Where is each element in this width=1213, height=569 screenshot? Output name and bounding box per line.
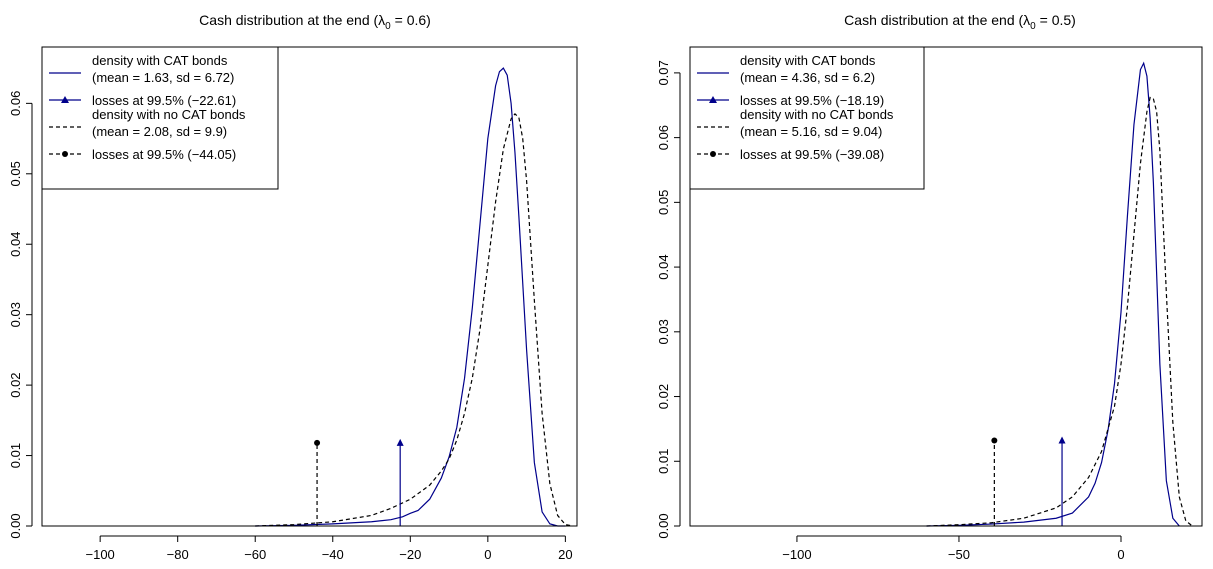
density-line-cat-bonds xyxy=(255,67,566,527)
legend-label-density-cat-stats: (mean = 4.36, sd = 6.2) xyxy=(740,70,875,85)
y-tick-label: 0.06 xyxy=(8,91,23,116)
panel-title: Cash distribution at the end (λ0 = 0.5) xyxy=(844,12,1076,32)
x-tick-label: −20 xyxy=(399,547,421,562)
y-tick-label: 0.02 xyxy=(656,384,671,409)
legend-label-density-cat: density with CAT bonds xyxy=(92,53,228,68)
loss-marker-triangle xyxy=(1058,436,1066,444)
circle-marker-icon xyxy=(62,151,68,157)
legend-label-density-nocat-stats: (mean = 5.16, sd = 9.04) xyxy=(740,124,882,139)
y-tick-label: 0.01 xyxy=(656,449,671,474)
density-line-no-cat-bonds xyxy=(926,96,1193,527)
x-tick-label: 0 xyxy=(1117,547,1124,562)
x-tick-label: −40 xyxy=(322,547,344,562)
y-tick-label: 0.03 xyxy=(656,319,671,344)
triangle-marker-icon xyxy=(61,96,69,103)
x-tick-label: −60 xyxy=(244,547,266,562)
x-tick-label: −100 xyxy=(782,547,811,562)
x-tick-label: 0 xyxy=(484,547,491,562)
legend-box xyxy=(41,46,279,190)
x-tick-label: −100 xyxy=(86,547,115,562)
y-tick-label: 0.06 xyxy=(656,125,671,150)
density-line-cat-bonds xyxy=(926,61,1180,527)
y-tick-label: 0.03 xyxy=(8,302,23,327)
legend-label-density-nocat: density with no CAT bonds xyxy=(740,107,894,122)
panel-title: Cash distribution at the end (λ0 = 0.6) xyxy=(199,12,431,32)
triangle-marker-icon xyxy=(709,96,717,103)
y-tick-label: 0.04 xyxy=(656,254,671,279)
y-tick-label: 0.04 xyxy=(8,232,23,257)
x-tick-label: −50 xyxy=(948,547,970,562)
y-tick-label: 0.02 xyxy=(8,372,23,397)
loss-marker-circle xyxy=(314,439,321,446)
density-panel-lambda-0-5: Cash distribution at the end (λ0 = 0.5) … xyxy=(656,12,1203,562)
legend-label-density-cat: density with CAT bonds xyxy=(740,53,876,68)
legend-label-density-nocat: density with no CAT bonds xyxy=(92,107,246,122)
y-tick-label: 0.07 xyxy=(656,60,671,85)
plot-frame xyxy=(41,46,578,527)
y-tick-label: 0.00 xyxy=(8,513,23,538)
y-tick-label: 0.00 xyxy=(656,513,671,538)
legend: density with CAT bonds (mean = 1.63, sd … xyxy=(41,46,279,190)
x-tick-label: −80 xyxy=(167,547,189,562)
density-line-no-cat-bonds xyxy=(255,113,574,527)
legend-label-losses-nocat: losses at 99.5% (−44.05) xyxy=(92,147,236,162)
legend-label-losses-nocat: losses at 99.5% (−39.08) xyxy=(740,147,884,162)
legend-label-losses-cat: losses at 99.5% (−22.61) xyxy=(92,93,236,108)
y-tick-label: 0.05 xyxy=(656,190,671,215)
circle-marker-icon xyxy=(710,151,716,157)
legend-label-losses-cat: losses at 99.5% (−18.19) xyxy=(740,93,884,108)
legend-label-density-nocat-stats: (mean = 2.08, sd = 9.9) xyxy=(92,124,227,139)
legend-box xyxy=(689,46,925,190)
loss-marker-triangle xyxy=(396,438,404,446)
legend: density with CAT bonds (mean = 4.36, sd … xyxy=(689,46,925,190)
loss-marker-circle xyxy=(991,437,998,444)
x-tick-label: 20 xyxy=(558,547,572,562)
legend-label-density-cat-stats: (mean = 1.63, sd = 6.72) xyxy=(92,70,234,85)
y-tick-label: 0.01 xyxy=(8,443,23,468)
y-tick-label: 0.05 xyxy=(8,161,23,186)
plot-frame xyxy=(689,46,1203,527)
density-panel-lambda-0-6: Cash distribution at the end (λ0 = 0.6) … xyxy=(8,12,578,562)
